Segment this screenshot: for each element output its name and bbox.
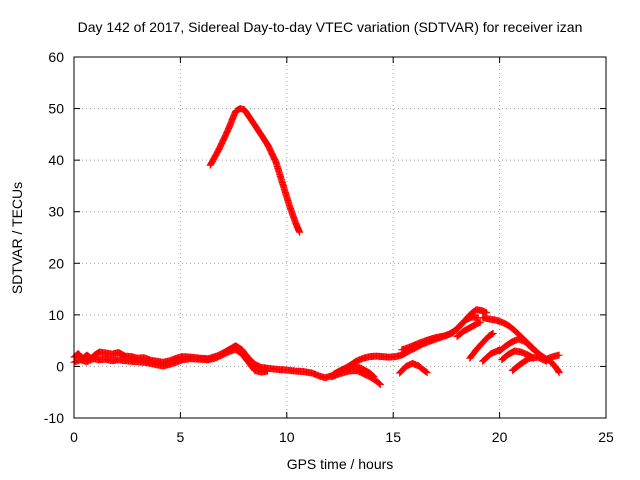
series-arc-g <box>453 318 484 340</box>
x-tick-label: 20 <box>492 429 508 445</box>
point-markers <box>330 362 378 381</box>
series-arc-k <box>479 346 504 365</box>
point-markers <box>508 353 550 375</box>
y-tick-label: 30 <box>48 204 64 220</box>
x-tick-label: 0 <box>70 429 78 445</box>
y-tick-label: -10 <box>44 410 64 426</box>
series-arc-e <box>396 359 431 377</box>
y-tick-label: 50 <box>48 101 64 117</box>
y-tick-label: 60 <box>48 49 64 65</box>
y-tick-label: 40 <box>48 152 64 168</box>
series-arc-h <box>466 329 497 362</box>
point-markers <box>398 313 482 354</box>
plot-frame <box>73 56 607 419</box>
point-markers <box>453 318 484 340</box>
series-arc-f <box>398 313 482 354</box>
series-arc-high <box>206 105 304 236</box>
x-axis-label: GPS time / hours <box>286 456 394 472</box>
chart-title: Day 142 of 2017, Sidereal Day-to-day VTE… <box>77 19 583 35</box>
series-arc-m <box>508 353 550 375</box>
point-markers <box>466 329 497 362</box>
point-markers <box>206 105 304 236</box>
y-tick-label: 0 <box>56 358 64 374</box>
y-tick-label: 20 <box>48 255 64 271</box>
x-tick-label: 25 <box>598 429 614 445</box>
x-tick-label: 15 <box>385 429 401 445</box>
x-tick-label: 10 <box>279 429 295 445</box>
series-arc-d <box>330 362 378 381</box>
y-tick-label: 10 <box>48 307 64 323</box>
axes: 0 5 10 15 20 25 -10 0 10 20 30 40 50 60 <box>44 49 614 445</box>
x-tick-label: 5 <box>177 429 185 445</box>
data-points <box>70 105 563 388</box>
point-markers <box>396 359 431 377</box>
point-markers <box>479 346 504 365</box>
y-axis-label: SDTVAR / TECUs <box>9 181 25 295</box>
